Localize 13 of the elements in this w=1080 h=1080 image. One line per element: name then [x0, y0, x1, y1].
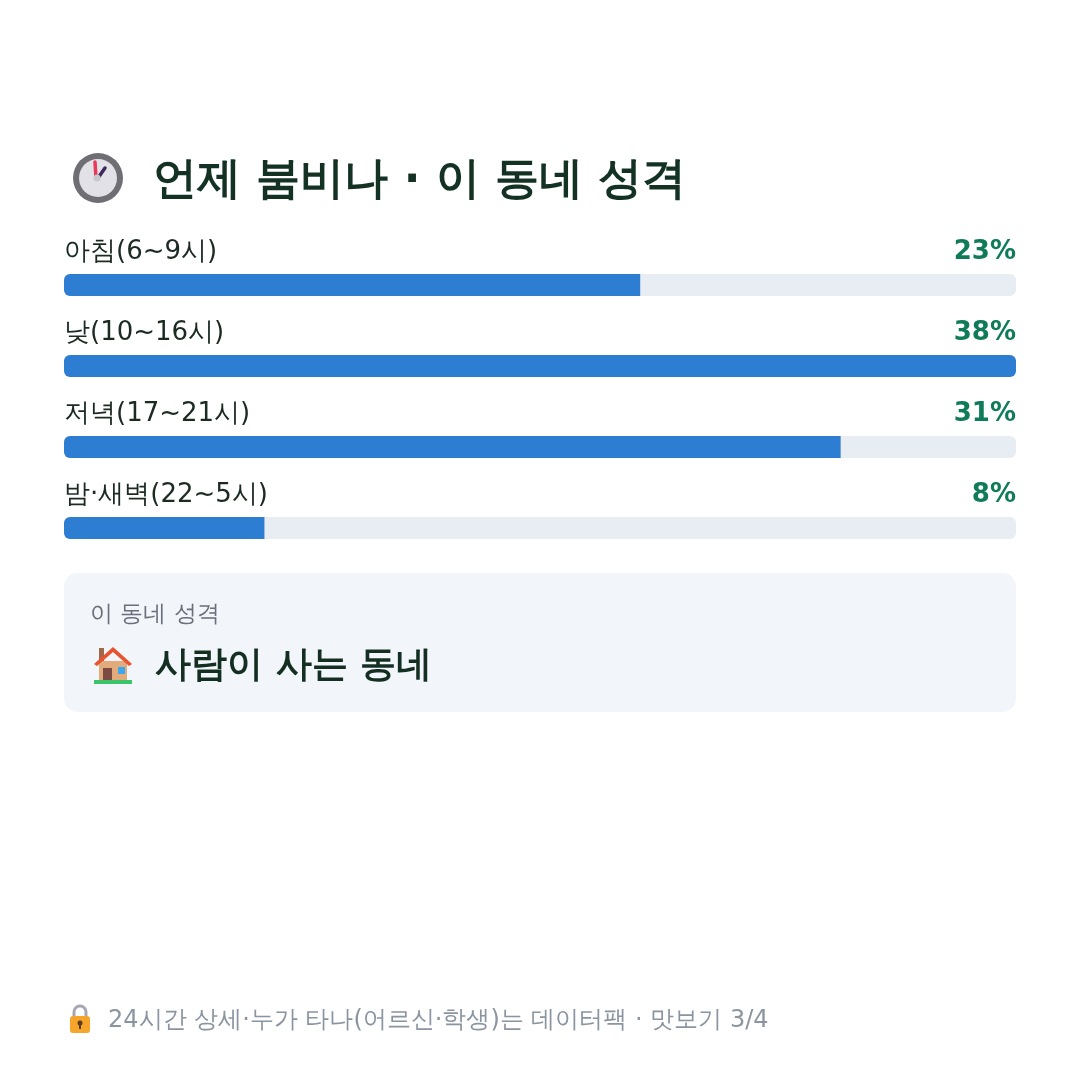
- data-label: 8%: [971, 478, 1016, 508]
- bar: [64, 517, 265, 539]
- text: 이 동네 성격: [90, 599, 220, 628]
- text: 24시간 상세·누가 타나(어르신·학생)는 데이터팩 · 맛보기 3/4: [108, 1004, 769, 1035]
- y-tick-label: 밤·새벽(22~5시): [64, 478, 268, 508]
- data-label: 31%: [953, 397, 1016, 427]
- y-tick-label: 낮(10~16시): [64, 316, 225, 346]
- y-tick-label: 저녁(17~21시): [64, 397, 251, 427]
- data-label: 38%: [953, 316, 1016, 346]
- data-label: 23%: [953, 235, 1016, 265]
- chart-title: 언제 붐비나 · 이 동네 성격: [153, 151, 687, 205]
- text: 사람이 사는 동네: [155, 642, 433, 686]
- y-tick-label: 아침(6~9시): [64, 235, 218, 265]
